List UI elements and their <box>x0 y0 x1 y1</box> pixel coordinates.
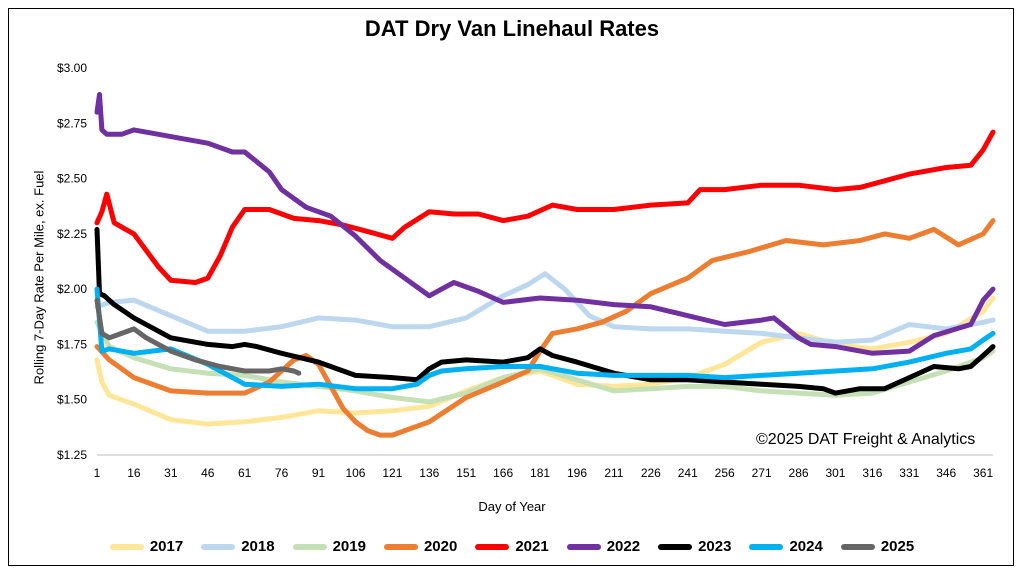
legend-item-2023: 2023 <box>658 538 731 555</box>
legend-swatch <box>749 543 784 550</box>
x-tick-label: 31 <box>164 466 178 480</box>
legend-swatch <box>475 543 510 550</box>
x-tick-label: 361 <box>973 466 993 480</box>
x-tick-label: 106 <box>345 466 365 480</box>
y-tick-label: $2.50 <box>57 172 87 186</box>
series-line-2017 <box>94 295 996 427</box>
legend-swatch <box>840 543 875 550</box>
legend-label: 2021 <box>515 538 549 555</box>
legend-item-2025: 2025 <box>840 538 915 555</box>
series-line-2023 <box>94 226 996 396</box>
legend-swatch <box>109 543 144 550</box>
x-ticks: 1 16 31 46 61 76 91 106 121 136 151 166 181 196 211 226… <box>94 466 994 480</box>
series-line-2022 <box>94 92 996 356</box>
x-tick-label: 301 <box>825 466 845 480</box>
legend-label: 2023 <box>698 538 732 555</box>
y-tick-label: $2.25 <box>57 227 87 241</box>
legend-item-2019: 2019 <box>292 538 366 555</box>
x-tick-label: 226 <box>641 466 661 480</box>
x-tick-label: 256 <box>715 466 735 480</box>
legend-label: 2025 <box>880 538 915 555</box>
x-tick-label: 211 <box>604 466 623 480</box>
series-line-2025 <box>94 297 302 376</box>
chart-frame <box>8 8 1014 566</box>
x-tick-label: 91 <box>312 466 326 480</box>
legend-item-2022: 2022 <box>566 538 641 555</box>
x-tick-label: 241 <box>678 466 698 480</box>
legend-label: 2019 <box>332 538 366 555</box>
x-tick-label: 346 <box>936 466 956 480</box>
copyright-annotation: ©2025 DAT Freight & Analytics <box>756 431 976 448</box>
legend-item-2021: 2021 <box>475 538 549 555</box>
x-tick-label: 316 <box>862 466 882 480</box>
x-tick-label: 46 <box>201 466 215 480</box>
series-line-2018 <box>94 271 996 345</box>
legend-item-2024: 2024 <box>749 538 823 555</box>
legend-label: 2020 <box>423 538 458 555</box>
legend-swatch <box>658 543 693 550</box>
x-tick-label: 16 <box>127 466 141 480</box>
x-tick-label: 136 <box>419 466 439 480</box>
y-tick-label: $2.75 <box>57 116 87 130</box>
legend-swatch <box>201 543 236 550</box>
legend-item-2018: 2018 <box>201 538 275 555</box>
legend-swatch <box>566 543 601 550</box>
series-line-2020 <box>94 218 996 438</box>
chart-title: DAT Dry Van Linehaul Rates <box>364 16 660 41</box>
x-tick-label: 166 <box>493 466 513 480</box>
y-tick-label: $1.50 <box>57 393 87 407</box>
x-tick-label: 61 <box>238 466 252 480</box>
legend: 2017 2018 2019 2020 2021 2022 2023 2024 2025 <box>0 538 1024 555</box>
y-ticks: $1.25 $1.50 $1.75 $2.00 $2.25 $2.50 $2.75 $3.00 <box>57 61 87 462</box>
legend-label: 2018 <box>241 538 275 555</box>
x-tick-label: 331 <box>899 466 919 480</box>
legend-label: 2024 <box>789 538 823 555</box>
y-tick-label: $2.00 <box>57 282 87 296</box>
series-line-2021 <box>94 129 996 285</box>
y-tick-label: $1.75 <box>57 337 87 351</box>
y-tick-label: $3.00 <box>57 61 87 75</box>
x-tick-label: 181 <box>530 466 550 480</box>
series-lines <box>94 92 996 438</box>
legend-label: 2022 <box>606 538 641 555</box>
legend-swatch <box>292 543 327 550</box>
x-tick-label: 286 <box>789 466 809 480</box>
x-tick-label: 271 <box>752 466 772 480</box>
x-tick-label: 121 <box>382 466 402 480</box>
legend-item-2017: 2017 <box>109 538 184 555</box>
x-tick-label: 1 <box>94 466 101 480</box>
x-tick-label: 196 <box>567 466 587 480</box>
y-tick-label: $1.25 <box>57 448 87 462</box>
x-tick-label: 151 <box>456 466 476 480</box>
legend-swatch <box>383 543 418 550</box>
legend-label: 2017 <box>149 538 184 555</box>
x-axis-label: Day of Year <box>478 499 546 514</box>
legend-item-2020: 2020 <box>383 538 458 555</box>
x-tick-label: 76 <box>275 466 289 480</box>
